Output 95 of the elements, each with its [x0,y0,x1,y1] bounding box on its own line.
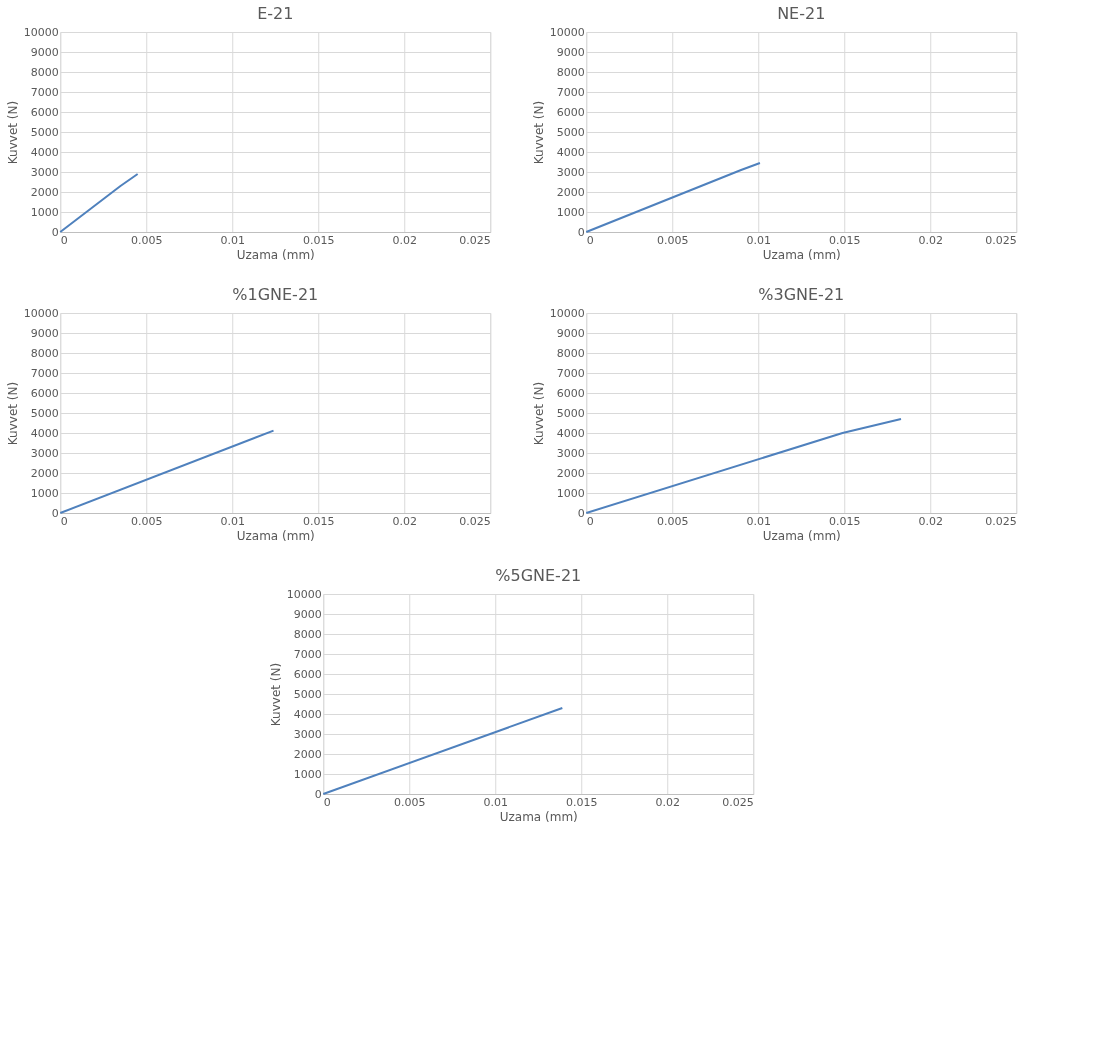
chart-title: E-21 [257,4,294,23]
x-tick-label: 0.01 [483,795,508,809]
x-tick-label: 0.01 [746,514,771,528]
x-tick-label: 0.015 [829,514,861,528]
y-axis-title: Kuvvet (N) [268,662,283,727]
y-tick-label: 7000 [556,366,585,380]
x-tick-label: 0.005 [657,233,689,247]
y-tick-label: 5000 [30,406,59,420]
y-tick-label: 8000 [556,65,585,79]
chart-title: NE-21 [777,4,826,23]
x-tick-label: 0 [60,233,68,247]
y-tick-label: 7000 [293,647,322,661]
x-axis-title: Uzama (mm) [236,247,315,262]
y-tick-label: 4000 [556,426,585,440]
x-tick-label: 0.015 [829,233,861,247]
y-tick-label: 4000 [293,707,322,721]
x-tick-label: 0.01 [220,233,245,247]
y-tick-label: 7000 [30,366,59,380]
y-tick-label: 5000 [293,687,322,701]
y-tick-label: 10000 [23,306,59,320]
y-tick-label: 8000 [293,627,322,641]
y-tick-label: 5000 [556,125,585,139]
y-tick-label: 1000 [30,205,59,219]
y-tick-label: 1000 [293,767,322,781]
x-tick-label: 0.015 [303,233,335,247]
y-tick-label: 10000 [23,25,59,39]
x-tick-label: 0.02 [392,233,417,247]
y-tick-label: 8000 [30,65,59,79]
x-axis-title: Uzama (mm) [236,528,315,543]
y-tick-label: 9000 [556,45,585,59]
x-tick-label: 0.02 [655,795,680,809]
y-tick-label: 5000 [30,125,59,139]
x-tick-label: 0.025 [722,795,754,809]
y-tick-label: 3000 [30,165,59,179]
x-tick-label: 0.005 [657,514,689,528]
y-tick-label: 6000 [293,667,322,681]
y-axis-title: Kuvvet (N) [531,100,546,165]
x-axis-title: Uzama (mm) [762,247,841,262]
y-tick-label: 1000 [30,486,59,500]
y-axis-title: Kuvvet (N) [531,381,546,446]
y-tick-label: 4000 [30,426,59,440]
x-tick-label: 0.025 [985,233,1017,247]
y-tick-label: 6000 [556,386,585,400]
x-tick-label: 0.015 [303,514,335,528]
x-tick-label: 0.005 [131,233,163,247]
y-tick-label: 2000 [30,466,59,480]
y-tick-label: 2000 [30,185,59,199]
y-tick-label: 6000 [556,105,585,119]
y-tick-label: 9000 [30,326,59,340]
x-tick-label: 0.02 [918,233,943,247]
x-tick-label: 0.02 [392,514,417,528]
y-axis-title: Kuvvet (N) [5,100,20,165]
y-tick-label: 6000 [30,105,59,119]
y-tick-label: 3000 [556,446,585,460]
y-tick-label: 9000 [556,326,585,340]
x-tick-label: 0.015 [566,795,598,809]
y-tick-label: 9000 [30,45,59,59]
x-axis-title: Uzama (mm) [499,809,578,824]
y-tick-label: 2000 [556,466,585,480]
x-tick-label: 0.005 [131,514,163,528]
x-tick-label: 0.01 [220,514,245,528]
y-tick-label: 8000 [30,346,59,360]
x-tick-label: 0.025 [459,233,491,247]
y-tick-label: 9000 [293,607,322,621]
y-tick-label: 4000 [556,145,585,159]
y-tick-label: 7000 [556,85,585,99]
x-tick-label: 0 [586,514,594,528]
x-tick-label: 0.025 [459,514,491,528]
y-tick-label: 10000 [286,587,322,601]
y-tick-label: 2000 [293,747,322,761]
y-axis-title: Kuvvet (N) [5,381,20,446]
x-tick-label: 0 [323,795,331,809]
chart-title: %3GNE-21 [758,285,845,304]
y-tick-label: 7000 [30,85,59,99]
y-tick-label: 1000 [556,486,585,500]
x-tick-label: 0 [60,514,68,528]
y-tick-label: 10000 [549,25,585,39]
y-tick-label: 4000 [30,145,59,159]
x-tick-label: 0 [586,233,594,247]
y-tick-label: 6000 [30,386,59,400]
y-tick-label: 2000 [556,185,585,199]
y-tick-label: 5000 [556,406,585,420]
y-tick-label: 8000 [556,346,585,360]
x-tick-label: 0.025 [985,514,1017,528]
x-tick-label: 0.005 [394,795,426,809]
chart-title: %1GNE-21 [232,285,319,304]
y-tick-label: 10000 [549,306,585,320]
y-tick-label: 3000 [556,165,585,179]
y-tick-label: 3000 [293,727,322,741]
x-tick-label: 0.01 [746,233,771,247]
y-tick-label: 3000 [30,446,59,460]
chart-title: %5GNE-21 [495,566,582,585]
x-tick-label: 0.02 [918,514,943,528]
x-axis-title: Uzama (mm) [762,528,841,543]
y-tick-label: 1000 [556,205,585,219]
